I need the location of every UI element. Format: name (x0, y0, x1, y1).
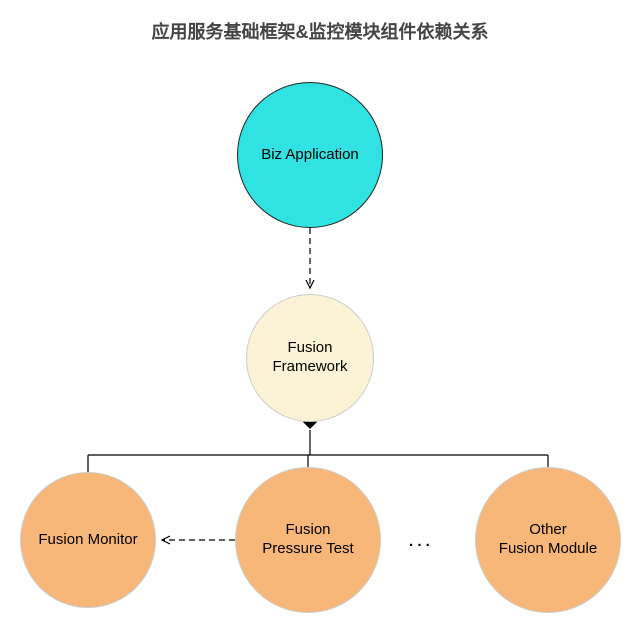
node-label-framework: FusionFramework (272, 339, 347, 377)
ellipsis: . . . (409, 533, 430, 550)
node-label-other: OtherFusion Module (499, 521, 597, 559)
node-biz: Biz Application (237, 82, 383, 228)
node-pressure: FusionPressure Test (235, 467, 381, 613)
node-framework: FusionFramework (246, 294, 374, 422)
node-label-biz: Biz Application (261, 146, 359, 165)
node-other: OtherFusion Module (475, 467, 621, 613)
diagram-title: 应用服务基础框架&监控模块组件依赖关系 (0, 18, 640, 44)
node-label-monitor: Fusion Monitor (38, 531, 137, 550)
node-label-pressure: FusionPressure Test (262, 521, 353, 559)
node-monitor: Fusion Monitor (20, 472, 156, 608)
